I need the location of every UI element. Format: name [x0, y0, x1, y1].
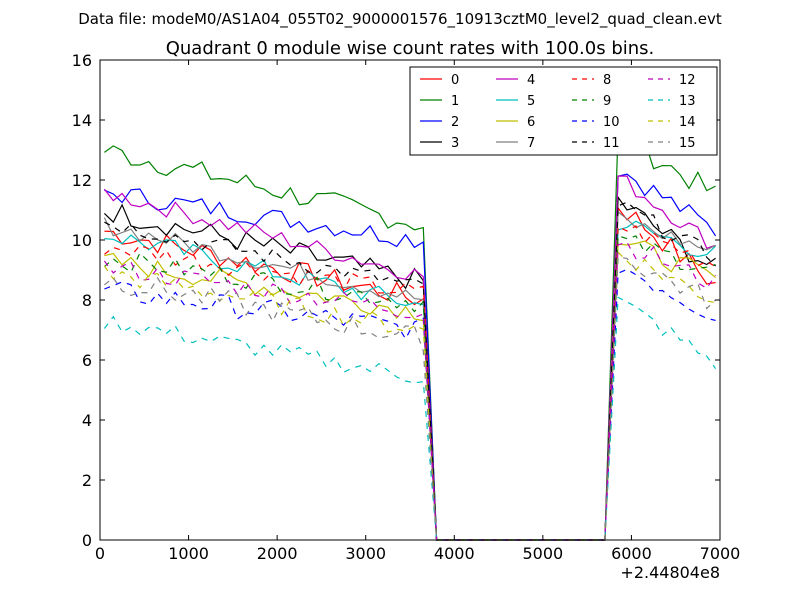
series-line-3 [103, 195, 716, 541]
series-line-4 [103, 175, 716, 541]
x-tick-label: 3000 [345, 544, 386, 563]
legend-label-12: 12 [679, 73, 696, 88]
legend-label-9: 9 [603, 94, 611, 109]
series-line-14 [103, 250, 716, 541]
series-line-11 [104, 201, 717, 541]
legend-label-11: 11 [603, 136, 620, 151]
series-line-8 [104, 225, 716, 541]
x-tick-label: 6000 [611, 544, 652, 563]
y-tick-label: 0 [82, 531, 92, 550]
legend-box [409, 66, 718, 156]
legend-label-10: 10 [603, 115, 620, 130]
series-line-10 [104, 268, 716, 541]
x-tick-label: 4000 [434, 544, 475, 563]
legend-label-0: 0 [451, 73, 459, 88]
x-tick-label: 2000 [257, 544, 298, 563]
series-line-15 [104, 256, 717, 541]
legend-label-3: 3 [451, 136, 459, 151]
legend-label-6: 6 [527, 115, 535, 130]
series-line-9 [104, 234, 716, 541]
legend-label-4: 4 [527, 73, 535, 88]
suptitle: Data file: modeM0/AS1A04_055T02_90000015… [78, 10, 722, 29]
plot-lines [103, 129, 717, 541]
series-line-1 [104, 129, 716, 541]
y-tick-label: 4 [82, 411, 92, 430]
series-line-7 [103, 210, 716, 541]
legend-label-1: 1 [451, 94, 459, 109]
y-tick-label: 2 [82, 471, 92, 490]
y-tick-label: 6 [82, 351, 92, 370]
x-tick-label: 7000 [700, 544, 741, 563]
series-line-13 [103, 296, 717, 541]
legend-label-7: 7 [527, 136, 535, 151]
legend-label-5: 5 [527, 94, 535, 109]
x-tick-label: 0 [95, 544, 105, 563]
series-line-12 [103, 241, 717, 541]
x-offset-label: +2.44804e8 [620, 563, 720, 582]
legend-label-13: 13 [679, 94, 696, 109]
y-tick-label: 16 [72, 51, 92, 70]
series-line-5 [104, 220, 717, 541]
x-tick-label: 1000 [168, 544, 209, 563]
y-tick-label: 14 [72, 111, 92, 130]
legend-label-2: 2 [451, 115, 459, 130]
y-tick-label: 12 [72, 171, 92, 190]
legend-label-14: 14 [679, 115, 696, 130]
series-line-2 [104, 173, 717, 541]
legend-label-15: 15 [679, 136, 696, 151]
y-tick-label: 8 [82, 291, 92, 310]
axis-ticks: 0 1000 2000 3000 4000 5000 6000 700002468101214… [72, 51, 741, 563]
legend-label-8: 8 [603, 73, 611, 88]
x-tick-label: 5000 [522, 544, 563, 563]
chart-title: Quadrant 0 module wise count rates with … [166, 38, 655, 59]
y-tick-label: 10 [72, 231, 92, 250]
